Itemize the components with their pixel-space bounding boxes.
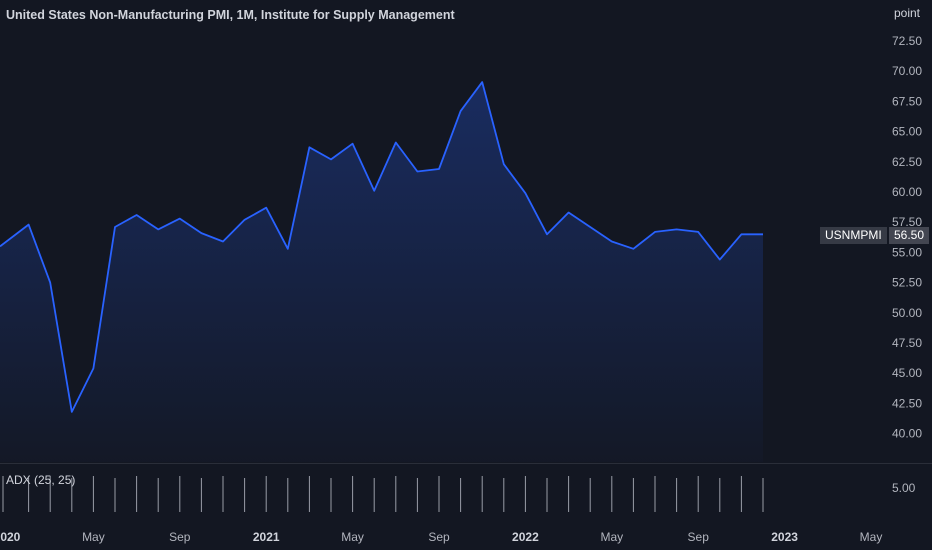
y-tick-label: 40.00 — [892, 427, 922, 441]
chart-title: United States Non-Manufacturing PMI, 1M,… — [6, 8, 455, 22]
y-tick-label: 45.00 — [892, 366, 922, 380]
y-tick-label: 47.50 — [892, 336, 922, 350]
x-tick-label: 2021 — [253, 530, 280, 544]
last-symbol-badge: USNMPMI — [820, 227, 887, 244]
y-tick-label: 55.00 — [892, 245, 922, 259]
x-tick-label: May — [860, 530, 883, 544]
y-tick-label: 60.00 — [892, 185, 922, 199]
x-tick-label: Sep — [169, 530, 191, 544]
x-tick-label: 2020 — [0, 530, 21, 544]
x-tick-label: May — [341, 530, 364, 544]
last-value-badge: 56.50 — [889, 227, 930, 244]
y-tick-label: 42.50 — [892, 396, 922, 410]
series-area-fill — [0, 82, 763, 462]
y-tick-label: 67.50 — [892, 94, 922, 108]
indicator-bars — [2, 476, 764, 512]
y-tick-label: 62.50 — [892, 155, 922, 169]
y-tick-label: 72.50 — [892, 34, 922, 48]
indicator-axis-value: 5.00 — [892, 481, 916, 495]
x-tick-label: 2022 — [512, 530, 539, 544]
y-tick-label: 65.00 — [892, 125, 922, 139]
x-tick-label: Sep — [688, 530, 710, 544]
x-tick-label: May — [82, 530, 105, 544]
y-axis: 72.50 70.00 67.50 65.00 62.50 60.00 57.50 55.00… — [892, 34, 922, 441]
y-tick-label: 50.00 — [892, 306, 922, 320]
x-tick-label: Sep — [428, 530, 450, 544]
x-axis: 2020 May Sep 2021 May Sep 2022 May Sep 2023 May — [0, 530, 882, 544]
y-tick-label: 57.50 — [892, 215, 922, 229]
indicator-label[interactable]: ADX (25, 25) — [6, 473, 76, 487]
plot-area — [0, 81, 764, 462]
y-tick-label: 52.50 — [892, 276, 922, 290]
y-tick-label: 70.00 — [892, 64, 922, 78]
series-line — [0, 81, 763, 413]
y-axis-unit: point — [893, 6, 920, 20]
x-tick-label: 2023 — [771, 530, 798, 544]
x-tick-label: May — [600, 530, 623, 544]
